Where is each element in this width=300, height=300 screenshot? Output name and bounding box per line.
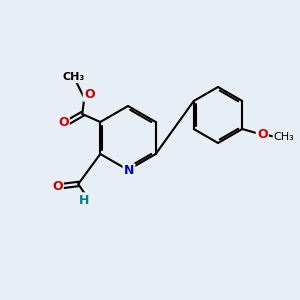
Text: O: O — [84, 88, 94, 100]
Text: N: N — [124, 164, 134, 178]
Text: O: O — [257, 128, 268, 140]
Text: CH₃: CH₃ — [274, 132, 295, 142]
Text: O: O — [52, 179, 63, 193]
Text: CH₃: CH₃ — [63, 72, 84, 82]
Text: H: H — [79, 194, 89, 206]
Text: N: N — [124, 164, 134, 178]
Text: CH₃: CH₃ — [62, 72, 84, 82]
Text: H: H — [79, 194, 89, 206]
Text: O: O — [257, 128, 268, 140]
Text: O: O — [58, 116, 69, 130]
Text: O: O — [84, 88, 94, 100]
Text: O: O — [58, 116, 69, 130]
Text: O: O — [52, 179, 63, 193]
Text: CH₃: CH₃ — [274, 132, 295, 142]
